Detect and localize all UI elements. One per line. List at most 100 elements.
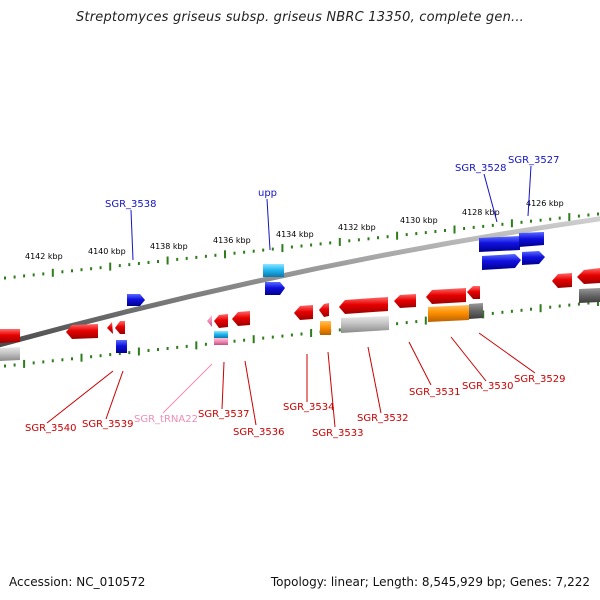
minor-tick bbox=[71, 357, 73, 361]
major-tick bbox=[195, 341, 198, 350]
forward-strand-genes bbox=[127, 232, 545, 306]
minor-tick bbox=[587, 301, 590, 305]
gene-sgr-3537-pink[interactable] bbox=[214, 338, 228, 345]
scale-label: 4138 kbp bbox=[150, 242, 188, 251]
gene-sgr-3532-gray[interactable] bbox=[341, 316, 389, 333]
minor-tick bbox=[118, 352, 121, 356]
gene-right-edge-gray[interactable] bbox=[579, 288, 600, 303]
minor-tick bbox=[243, 250, 246, 254]
minor-tick bbox=[310, 243, 313, 247]
gene-sgr-3539-small[interactable] bbox=[107, 322, 113, 334]
major-tick bbox=[80, 353, 83, 362]
forward-gene-labels: SGR_3538 upp SGR_3528 SGR_3527 bbox=[105, 155, 560, 210]
minor-tick bbox=[300, 244, 303, 248]
gene-label[interactable]: SGR_3540 bbox=[25, 423, 77, 434]
major-tick bbox=[510, 219, 513, 228]
minor-tick bbox=[463, 227, 466, 230]
gene-sgr-3533-orange[interactable] bbox=[320, 321, 331, 335]
gene-sgr-3536-arrow[interactable] bbox=[232, 311, 250, 326]
gene-sgr-3527-second-arrow[interactable] bbox=[522, 251, 545, 265]
minor-tick bbox=[444, 229, 446, 232]
minor-tick bbox=[367, 237, 370, 241]
gene-label[interactable]: SGR_3537 bbox=[198, 409, 250, 420]
minor-tick bbox=[386, 235, 389, 239]
major-tick bbox=[137, 347, 140, 356]
minor-tick bbox=[61, 358, 64, 362]
gene-label[interactable]: SGR_3538 bbox=[105, 199, 157, 210]
minor-tick bbox=[271, 247, 274, 251]
gene-sgr-3533-arrow[interactable] bbox=[319, 303, 329, 317]
gene-sgr-3529-dgray[interactable] bbox=[469, 303, 483, 319]
minor-tick bbox=[195, 255, 198, 259]
major-tick bbox=[310, 329, 313, 337]
minor-tick bbox=[281, 334, 284, 338]
gene-sgr-3530-arrow[interactable] bbox=[426, 288, 466, 304]
gene-label[interactable]: SGR_3528 bbox=[455, 163, 507, 174]
gene-label[interactable]: SGR_3530 bbox=[462, 381, 514, 392]
minor-tick bbox=[118, 264, 121, 268]
gene-right-edge-arrow-second[interactable] bbox=[577, 268, 600, 284]
gene-sgr-3532-arrow[interactable] bbox=[339, 297, 388, 314]
scale-label: 4142 kbp bbox=[25, 252, 63, 261]
gene-sgr-3538-arrow[interactable] bbox=[127, 294, 145, 306]
gene-label[interactable]: SGR_3531 bbox=[409, 387, 461, 398]
gene-sgr-3540-arrow[interactable] bbox=[0, 329, 20, 343]
reverse-strand-genes bbox=[0, 268, 600, 361]
minor-tick bbox=[587, 213, 590, 217]
minor-tick bbox=[147, 261, 150, 264]
minor-tick bbox=[577, 302, 580, 306]
minor-tick bbox=[51, 359, 54, 363]
genome-stats: Topology: linear; Length: 8,545,929 bp; … bbox=[270, 575, 590, 589]
minor-tick bbox=[90, 355, 93, 359]
minor-tick bbox=[415, 232, 418, 236]
gene-sgr-3537-cyan[interactable] bbox=[214, 331, 228, 338]
gene-label[interactable]: SGR_3536 bbox=[233, 427, 285, 438]
gene-sgr-3537-arrow[interactable] bbox=[214, 314, 228, 328]
minor-tick bbox=[137, 262, 140, 265]
minor-tick bbox=[290, 333, 293, 337]
gene-sgr-3539-small-second[interactable] bbox=[115, 321, 125, 334]
gene-sgr-3528-second-arrow[interactable] bbox=[482, 254, 521, 270]
minor-tick bbox=[405, 233, 408, 237]
scale-label: 4128 kbp bbox=[462, 208, 500, 217]
gene-sgr-3528-arrow[interactable] bbox=[479, 236, 520, 252]
gene-label[interactable]: SGR_tRNA22 bbox=[134, 414, 198, 425]
minor-tick bbox=[42, 272, 45, 276]
minor-tick bbox=[510, 309, 513, 313]
minor-tick bbox=[233, 251, 236, 255]
major-tick bbox=[109, 262, 112, 271]
gene-label[interactable]: SGR_3527 bbox=[508, 155, 560, 166]
minor-tick bbox=[252, 249, 255, 253]
gene-sgr-3531-arrow[interactable] bbox=[394, 294, 416, 308]
gene-sgr-3534-arrow[interactable] bbox=[294, 305, 313, 320]
gene-upp-second-arrow[interactable] bbox=[265, 282, 285, 295]
major-tick bbox=[453, 225, 456, 234]
minor-tick bbox=[597, 212, 599, 216]
minor-tick bbox=[319, 242, 322, 246]
gene-sgr-3527-arrow[interactable] bbox=[519, 232, 544, 247]
minor-tick bbox=[176, 345, 179, 349]
gene-label[interactable]: SGR_3534 bbox=[283, 402, 335, 413]
gene-sgr-3540-second[interactable] bbox=[0, 347, 20, 361]
gene-sgr-trna22-arrow[interactable] bbox=[207, 315, 212, 327]
minor-tick bbox=[520, 220, 523, 224]
minor-tick bbox=[4, 364, 6, 368]
minor-tick bbox=[491, 223, 494, 227]
gene-label[interactable]: SGR_3532 bbox=[357, 413, 409, 424]
minor-tick bbox=[520, 308, 523, 312]
minor-tick bbox=[501, 222, 504, 226]
minor-tick bbox=[157, 260, 159, 263]
gene-sgr-3539-blue[interactable] bbox=[116, 340, 127, 353]
gene-upp-arrow[interactable] bbox=[263, 264, 284, 277]
gene-sgr-3539-arrow[interactable] bbox=[66, 324, 98, 339]
minor-tick bbox=[4, 276, 6, 280]
gene-sgr-3529-arrow[interactable] bbox=[467, 286, 480, 299]
gene-label[interactable]: SGR_3533 bbox=[312, 428, 364, 439]
gene-label[interactable]: SGR_3539 bbox=[82, 419, 134, 430]
scale-label: 4126 kbp bbox=[526, 199, 564, 208]
gene-label[interactable]: SGR_3529 bbox=[514, 374, 566, 385]
gene-sgr-3530-orange[interactable] bbox=[428, 305, 469, 322]
major-tick bbox=[539, 304, 542, 313]
gene-right-edge-arrow[interactable] bbox=[552, 273, 572, 288]
gene-label[interactable]: upp bbox=[258, 188, 277, 199]
